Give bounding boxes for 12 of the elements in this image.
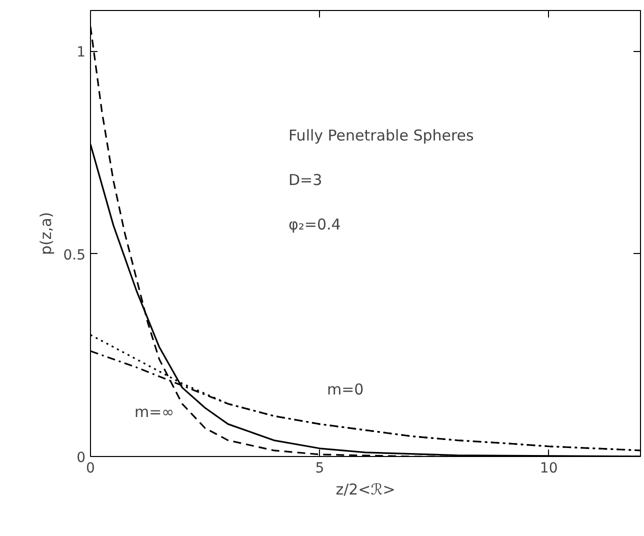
y-axis-title: p(z,a) (37, 212, 56, 256)
y-tick-label: 1 (76, 44, 86, 61)
annotation: Fully Penetrable Spheres (288, 126, 474, 144)
x-axis-title: z/2<ℛ> (336, 480, 396, 498)
y-tick-label: 0 (76, 450, 86, 466)
y-tick-label: 0.5 (63, 247, 86, 264)
annotation: D=3 (288, 170, 322, 189)
annotation: φ₂=0.4 (288, 216, 341, 234)
x-tick-label: 10 (540, 460, 558, 476)
x-tick-label: 5 (315, 460, 324, 476)
annotation: m=∞ (134, 402, 174, 421)
annotation: m=0 (327, 380, 364, 399)
